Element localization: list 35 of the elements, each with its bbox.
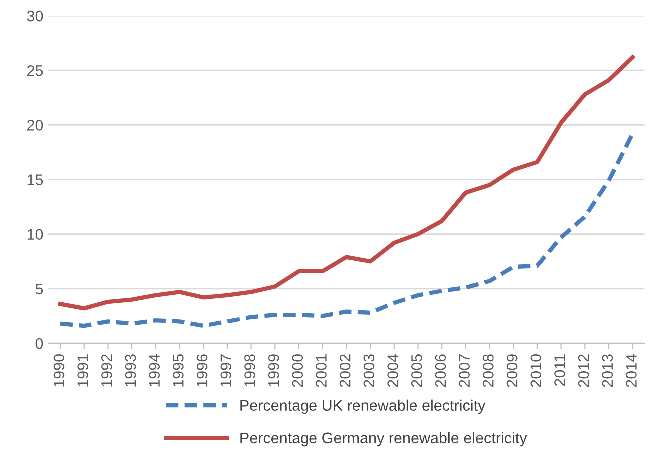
x-tick-label: 2005: [412, 354, 422, 388]
x-tick-label: 2000: [292, 354, 304, 388]
y-tick-label: 10: [28, 229, 44, 240]
y-tick-label: 15: [28, 174, 44, 186]
y-tick-label: 5: [36, 284, 44, 295]
x-tick-label: 1992: [102, 354, 112, 387]
x-tick-label: 2009: [506, 354, 518, 388]
x-tick-label: 1998: [244, 354, 256, 387]
legend-label: Percentage UK renewable electricity: [240, 400, 486, 414]
y-tick-label: 20: [28, 120, 44, 131]
x-tick-label: 2008: [483, 354, 494, 388]
x-tick-label: 2001: [316, 354, 327, 388]
x-tick-label: 2004: [388, 354, 398, 388]
x-tick-label: 2013: [602, 354, 614, 388]
x-tick-label: 1990: [54, 354, 65, 387]
x-tick-label: 1993: [125, 354, 136, 387]
x-tick-label: 2007: [459, 354, 470, 388]
x-tick-label: 2012: [578, 354, 590, 388]
x-tick-label: 1996: [196, 354, 208, 387]
x-tick-label: 2010: [530, 354, 542, 388]
x-tick-label: 1999: [268, 354, 280, 387]
y-tick-label: 25: [28, 65, 44, 76]
x-tick-label: 2011: [554, 354, 566, 386]
x-tick-label: 2014: [626, 354, 637, 388]
legend-label: Percentage Germany renewable electricity: [240, 432, 528, 447]
x-tick-label: 1995: [173, 354, 184, 387]
y-tick-label: 0: [36, 338, 44, 350]
line-series: [58, 55, 635, 311]
x-tick-label: 2002: [340, 354, 351, 388]
x-tick-label: 2003: [364, 354, 375, 388]
x-tick-label: 1994: [149, 354, 160, 387]
x-tick-label: 1997: [220, 354, 232, 387]
x-tick-label: 1991: [78, 354, 88, 387]
x-tick-label: 2006: [435, 354, 446, 388]
y-tick-label: 30: [27, 10, 44, 22]
